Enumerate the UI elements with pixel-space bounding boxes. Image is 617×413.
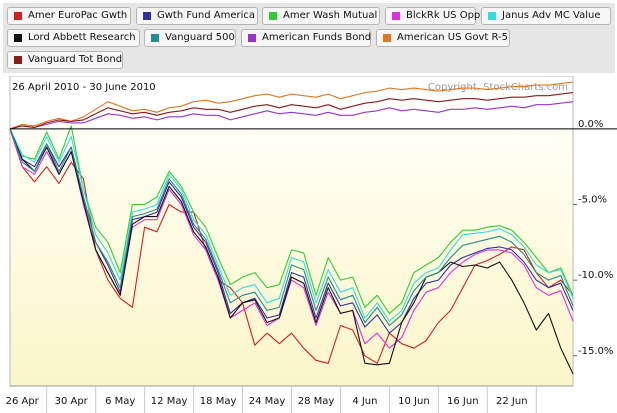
series-line (9, 128, 574, 327)
legend-label: Janus Adv MC Value (502, 10, 601, 21)
legend-label: Amer Wash Mutual (283, 10, 378, 21)
legend-swatch (269, 12, 277, 20)
legend-item[interactable]: BlckRk US Opp (385, 7, 480, 25)
legend: Amer EuroPac Gwth Gwth Fund America Amer W… (3, 3, 615, 73)
legend-item[interactable]: American US Govt R-5 (376, 29, 510, 47)
legend-item[interactable]: Amer EuroPac Gwth (7, 7, 131, 25)
x-tick-label: 22 Jun (496, 396, 528, 407)
series-line (9, 128, 574, 364)
legend-item[interactable]: Gwth Fund America (136, 7, 258, 25)
legend-swatch (151, 34, 159, 42)
legend-swatch (14, 34, 22, 42)
series-line (9, 125, 574, 314)
legend-item[interactable]: American Funds Bond (241, 29, 371, 47)
x-tick-label: 4 Jun (352, 396, 377, 407)
x-tick-label: 28 May (298, 396, 335, 407)
legend-item[interactable]: Amer Wash Mutual (262, 7, 380, 25)
y-axis: 0.0% -5.0% -10.0% -15.0% (10, 119, 617, 357)
legend-swatch (248, 34, 256, 42)
watermark: Copyright, StockCharts.com (428, 82, 568, 93)
legend-label: Lord Abbett Research (28, 32, 136, 43)
legend-label: BlckRk US Opp (406, 10, 481, 21)
legend-swatch (14, 56, 22, 64)
legend-swatch (143, 12, 151, 20)
legend-item[interactable]: Vanguard Tot Bond (7, 51, 123, 69)
y-tick-label: -15.0% (578, 346, 613, 357)
legend-swatch (488, 12, 496, 20)
legend-swatch (14, 12, 22, 20)
x-tick-label: 30 Apr (55, 396, 89, 407)
x-tick-label: 24 May (249, 396, 286, 407)
chart: 26 April 2010 - 30 June 2010 Copyright, … (6, 76, 617, 413)
x-tick-label: 10 Jun (398, 396, 430, 407)
x-tick-label: 26 Apr (6, 396, 40, 407)
x-tick-label: 16 Jun (447, 396, 479, 407)
x-tick-label: 18 May (200, 396, 237, 407)
series-lines (9, 81, 574, 375)
date-range-label: 26 April 2010 - 30 June 2010 (12, 82, 156, 93)
legend-swatch (383, 34, 391, 42)
series-line (9, 92, 574, 130)
y-tick-label: -5.0% (578, 195, 607, 206)
legend-label: Vanguard 500 (165, 32, 235, 43)
legend-item[interactable]: Lord Abbett Research (7, 29, 140, 47)
legend-label: Amer EuroPac Gwth (28, 10, 128, 21)
legend-item[interactable]: Janus Adv MC Value (481, 7, 611, 25)
series-line (9, 128, 574, 375)
series-line (9, 101, 574, 130)
legend-label: Gwth Fund America (157, 10, 256, 21)
x-tick-label: 12 May (151, 396, 188, 407)
legend-label: American Funds Bond (262, 32, 372, 43)
legend-label: American US Govt R-5 (397, 32, 509, 43)
x-tick-label: 6 May (105, 396, 135, 407)
legend-swatch (392, 12, 400, 20)
series-line (9, 128, 574, 334)
series-line (9, 81, 574, 130)
legend-label: Vanguard Tot Bond (28, 54, 123, 65)
legend-item[interactable]: Vanguard 500 (144, 29, 236, 47)
y-tick-label: 0.0% (578, 119, 603, 130)
x-axis: 26 Apr 30 Apr 6 May 12 May 18 May 24 May 28 Ma… (6, 385, 573, 413)
series-line (9, 128, 574, 322)
y-tick-label: -10.0% (578, 270, 613, 281)
